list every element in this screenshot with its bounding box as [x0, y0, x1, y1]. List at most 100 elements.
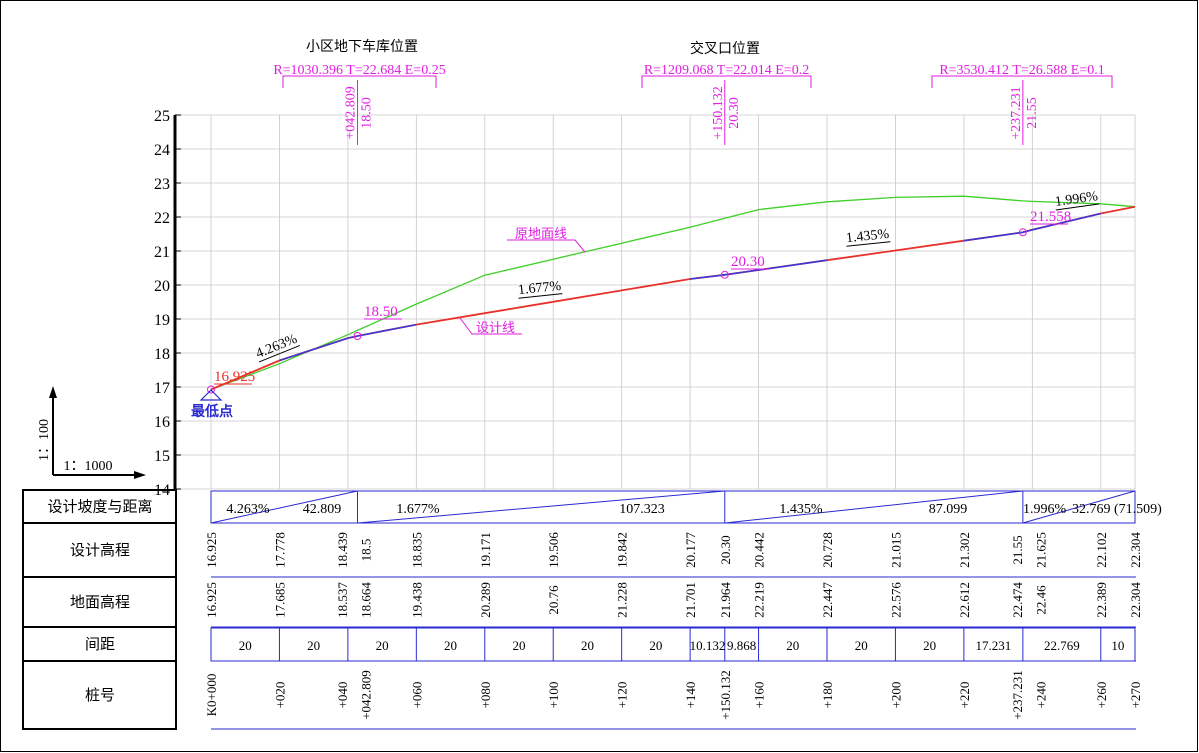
curve-bracket — [282, 75, 437, 88]
grade-percent: 1.435% — [779, 502, 823, 517]
axis-tick-label: 22 — [154, 210, 170, 227]
grade-underline — [258, 345, 301, 363]
station-value: +160 — [752, 682, 767, 709]
original-ground-label: 原地面线 — [507, 227, 586, 253]
grade-underline — [1055, 203, 1100, 211]
spacing-value: 9.868 — [727, 638, 756, 653]
elevation-point-label: 18.50 — [364, 304, 398, 320]
spacing-value: 10.132 — [690, 638, 726, 653]
station-value: +260 — [1094, 682, 1109, 709]
curve-elevation: 20.30 — [727, 97, 742, 129]
curve-segment — [690, 259, 828, 280]
lowest-point-label: 最低点 — [191, 403, 233, 420]
curve-elevation: 18.50 — [360, 97, 375, 129]
ground-elevation-value: 20.76 — [546, 585, 561, 615]
design-elevation-value: 19.171 — [478, 532, 493, 568]
station-value: +240 — [1033, 682, 1048, 709]
spacing-value: 20 — [376, 638, 389, 653]
vertical-curve-segments — [279, 212, 1101, 362]
ground-elevation-value: 22.389 — [1094, 582, 1109, 618]
design-elevation-value: 18.835 — [409, 532, 424, 568]
spacing-value: 20 — [923, 638, 936, 653]
design-elevation-value: 21.302 — [957, 532, 972, 568]
grade-diagonal — [1022, 490, 1136, 524]
ground-elevation-value: 21.964 — [718, 582, 733, 618]
design-elevation-value: 18.5 — [359, 539, 374, 562]
axis-tick-label: 16 — [154, 414, 170, 431]
station-value: +150.132 — [718, 670, 733, 720]
vertical-curve-annotations: R=1030.396 T=22.684 E=0.25 +042.809 18.50 R… — [273, 63, 1113, 145]
pvi-marker — [207, 385, 215, 394]
ground-elevation-value: 21.228 — [615, 582, 630, 618]
pvi-markers — [207, 228, 1027, 394]
spacing-value: 20 — [855, 638, 868, 653]
ground-elevation-value: 22.576 — [888, 582, 903, 618]
axis-tick-label: 15 — [154, 448, 170, 465]
elevation-point-labels: 16.925 18.50 20.30 21.558 — [214, 209, 1071, 385]
scale-indicator: 1：100 1：1000 — [37, 386, 146, 479]
design-elevation-value: 17.778 — [272, 532, 287, 568]
elevation-point-label: 21.558 — [1030, 209, 1071, 225]
spacing-value: 17.231 — [975, 638, 1011, 653]
table-row-label: 地面高程 — [70, 593, 130, 611]
grade-label: 4.263% — [254, 332, 300, 362]
lowest-point-marker: 最低点 — [191, 389, 233, 420]
design-elevation-value: 20.30 — [718, 535, 733, 564]
grade-label: 1.435% — [845, 227, 890, 246]
grade-percent: 1.996% — [1023, 502, 1067, 517]
station-value: +220 — [957, 682, 972, 709]
station-value: +270 — [1128, 682, 1143, 709]
curve-bracket — [641, 75, 812, 88]
spacing-value: 20 — [581, 638, 594, 653]
pvi-marker — [1018, 228, 1027, 237]
table-label-column — [22, 489, 177, 730]
design-elevation-value: 19.842 — [615, 532, 630, 568]
svg-text:设计线: 设计线 — [476, 321, 515, 336]
design-grade-line — [210, 205, 1136, 391]
station-value: +040 — [335, 682, 350, 709]
grade-underline — [846, 241, 891, 247]
station-value: +042.809 — [359, 670, 374, 720]
axis-tick-label: 20 — [154, 278, 170, 295]
elevation-grid — [176, 114, 1136, 490]
curve-segment — [963, 212, 1101, 242]
curve-parameters: R=1030.396 T=22.684 E=0.25 — [273, 63, 445, 78]
grade-extra: (71.509) — [1114, 502, 1162, 517]
station-value: +020 — [272, 682, 287, 709]
design-elevation-value: 22.102 — [1094, 532, 1109, 568]
ground-elevation-value: 22.474 — [1010, 582, 1025, 618]
grade-length: 107.323 — [619, 502, 665, 517]
spacing-value: 10 — [1111, 638, 1124, 653]
svg-text:原地面线: 原地面线 — [515, 227, 567, 242]
axis-tick-label: 23 — [154, 176, 170, 193]
design-elevation-value: 21.55 — [1010, 535, 1025, 564]
grade-diagonal — [357, 490, 725, 524]
axis-tick-label: 17 — [154, 380, 170, 397]
table-row-label: 设计高程 — [70, 541, 130, 559]
station-value: +100 — [546, 682, 561, 709]
elevation-point-label: 20.30 — [731, 254, 765, 270]
spacing-value: 22.769 — [1044, 638, 1080, 653]
ground-elevation-value: 19.438 — [409, 582, 424, 618]
elevation-point-label: 16.925 — [214, 369, 255, 385]
curve-elevation: 21.55 — [1025, 97, 1040, 129]
design-elevation-value: 20.177 — [683, 532, 698, 568]
pvi-marker — [720, 270, 729, 279]
station-value: +060 — [409, 682, 424, 709]
grade-diagonal — [724, 490, 1023, 524]
vertical-scale: 1：100 — [37, 419, 52, 461]
spacing-value: 20 — [786, 638, 799, 653]
ground-elevation-value: 20.289 — [478, 582, 493, 618]
design-elevation-value: 22.304 — [1128, 532, 1143, 568]
grade-labels: 4.263% 1.677% 1.435% 1.996% — [254, 189, 1100, 363]
grade-length: 32.769 — [1072, 502, 1111, 517]
curve-station: +042.809 — [344, 86, 359, 139]
design-elevation-value: 20.728 — [820, 532, 835, 568]
horizontal-scale: 1：1000 — [64, 459, 113, 474]
spacing-value: 20 — [444, 638, 457, 653]
axis-tick-label: 25 — [154, 108, 170, 125]
original-ground-line — [210, 195, 1136, 391]
grade-label: 1.677% — [517, 279, 562, 298]
